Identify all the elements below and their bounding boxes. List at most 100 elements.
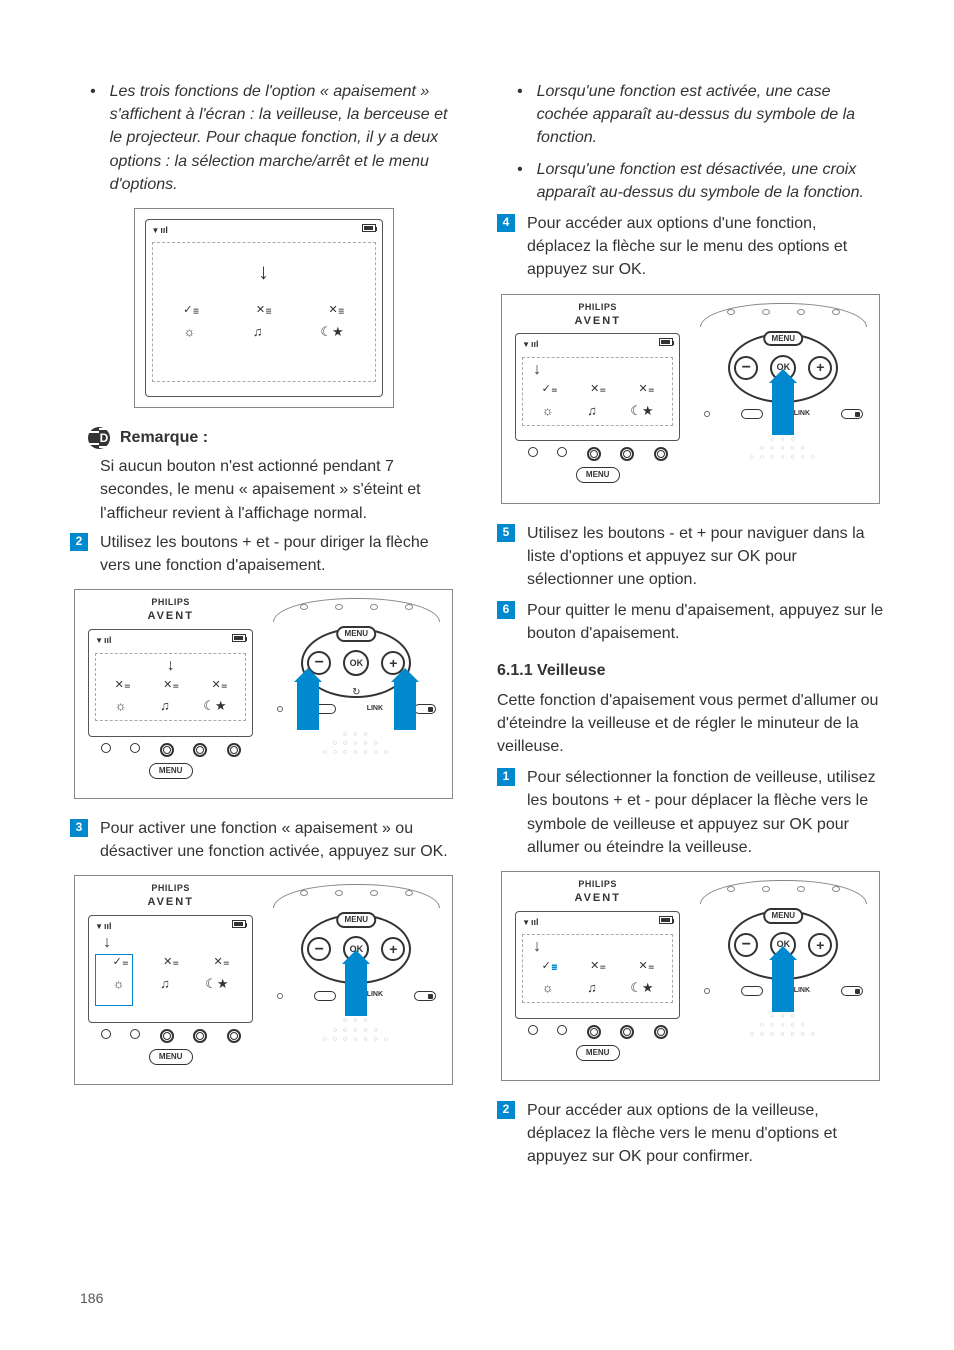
battery-icon [232,920,246,928]
step-number: 4 [497,214,515,232]
step-number: 5 [497,524,515,542]
brightness-icon: ☼ [183,323,195,342]
check-icon: ✓▬▬▬ [183,303,198,319]
signal-icon [522,338,538,353]
link-label: LINK [794,409,810,419]
music-icon: ♫ [587,402,597,421]
menu-button: MENU [764,331,804,347]
brand-label: PHILIPS [508,878,688,891]
minus-button: − [734,356,758,380]
projector-icon: ☾★ [203,697,226,716]
x-icon: ✕▬▬ [638,959,653,975]
signal-icon [95,634,111,649]
battery-icon [362,224,376,232]
x-icon: ✕▬▬▬ [329,303,344,319]
x-icon: ✕▬▬ [590,959,605,975]
step-text: Utilisez les boutons - et + pour navigue… [527,522,884,592]
step-3: 3 Pour activer une fonction « apaisement… [70,817,457,863]
step-text: Pour sélectionner la fonction de veilleu… [527,766,884,859]
x-icon: ✕▬▬▬ [256,303,271,319]
step-number: 1 [497,768,515,786]
menu-button: MENU [764,908,804,924]
step-text: Utilisez les boutons + et - pour diriger… [100,531,457,577]
projector-icon: ☾★ [320,323,343,342]
bullet-item: • Lorsqu'une fonction est désactivée, un… [497,158,884,204]
menu-button: MENU [149,1049,193,1065]
minus-button: − [734,933,758,957]
blue-arrow-icon [772,958,794,1012]
brand-sub-label: AVENT [508,314,688,330]
projector-icon: ☾★ [205,975,228,994]
page-number: 186 [80,1288,103,1308]
bullet-item: • Lorsqu'une fonction est activée, une c… [497,80,884,150]
indicator-dots [81,741,261,759]
left-column: • Les trois fonctions de l'option « apai… [70,80,457,1177]
note-icon: D [88,427,110,449]
step-2: 2 Utilisez les boutons + et - pour dirig… [70,531,457,577]
menu-button: MENU [149,763,193,779]
step-6: 6 Pour quitter le menu d'apaisement, app… [497,599,884,645]
music-icon: ♫ [160,697,170,716]
minus-button: − [307,937,331,961]
down-arrow-icon: ↓ [98,658,243,674]
brand-sub-label: AVENT [81,895,261,911]
selection-highlight [95,954,133,1006]
menu-button: MENU [576,1045,620,1061]
step-text: Pour accéder aux options de la veilleuse… [527,1099,884,1169]
brand-label: PHILIPS [508,301,688,314]
music-icon: ♫ [253,323,263,342]
blue-arrow-icon [297,680,319,730]
bullet-dot: • [90,80,96,196]
x-icon: ✕▬▬ [211,678,226,694]
figure-device-611: PHILIPS AVENT ↓ ✓▬▬▬ ✕▬▬ ✕▬▬ [501,871,880,1081]
blue-arrow-icon [394,680,416,730]
brand-sub-label: AVENT [81,609,261,625]
step-text: Pour activer une fonction « apaisement »… [100,817,457,863]
brand-label: PHILIPS [81,596,261,609]
x-icon: ✕▬▬ [638,382,653,398]
projector-icon: ☾★ [630,979,653,998]
projector-icon: ☾★ [630,402,653,421]
music-icon: ♫ [160,975,170,994]
plus-button: + [808,356,832,380]
soothe-icon: ↻ [352,686,360,701]
menu-button: MENU [576,467,620,483]
blue-arrow-icon [345,962,367,1016]
menu-button: MENU [337,626,377,642]
blue-arrow-icon [772,381,794,435]
two-column-layout: • Les trois fonctions de l'option « apai… [70,80,884,1177]
battery-icon [659,338,673,346]
step-number: 2 [497,1101,515,1119]
bullet-text: Lorsqu'une fonction est activée, une cas… [537,80,884,150]
brand-sub-label: AVENT [508,891,688,907]
figure-lcd-single: ↓ ✓▬▬▬ ✕▬▬▬ ✕▬▬▬ ☼ ♫ ☾★ [134,208,394,408]
x-icon: ✕▬▬ [590,382,605,398]
figure-device-step2: PHILIPS AVENT ↓ ✕▬▬ ✕▬▬ ✕▬▬ [74,589,453,799]
check-icon: ✓▬▬ [542,382,557,398]
link-label: LINK [367,990,383,1000]
note-label: Remarque : [120,426,208,449]
paragraph: Cette fonction d'apaisement vous permet … [497,689,884,759]
step-4: 4 Pour accéder aux options d'une fonctio… [497,212,884,282]
ok-button: OK [343,650,369,676]
step-number: 2 [70,533,88,551]
down-arrow-icon: ↓ [155,261,373,283]
figure-device-step4: PHILIPS AVENT ↓ ✓▬▬ ✕▬▬ ✕▬▬ [501,294,880,504]
x-icon: ✕▬▬ [213,955,228,971]
bullet-text: Les trois fonctions de l'option « apaise… [110,80,457,196]
bullet-text: Lorsqu'une fonction est désactivée, une … [537,158,884,204]
step-text: Pour accéder aux options d'une fonction,… [527,212,884,282]
bullet-item: • Les trois fonctions de l'option « apai… [70,80,457,196]
down-arrow-icon: ↓ [525,362,670,378]
battery-icon [232,634,246,642]
signal-icon [522,916,538,931]
down-arrow-icon: ↓ [95,935,246,951]
music-icon: ♫ [587,979,597,998]
heading-611: 6.1.1 Veilleuse [497,659,884,682]
plus-button: + [381,937,405,961]
plus-button: + [808,933,832,957]
step-text: Pour quitter le menu d'apaisement, appuy… [527,599,884,645]
speaker-dots: ○ ○ ○○ ○ ○ ○ ○○ ○ ○ ○ ○ ○ ○ [311,730,401,757]
x-icon: ✕▬▬ [163,678,178,694]
brand-label: PHILIPS [81,882,261,895]
